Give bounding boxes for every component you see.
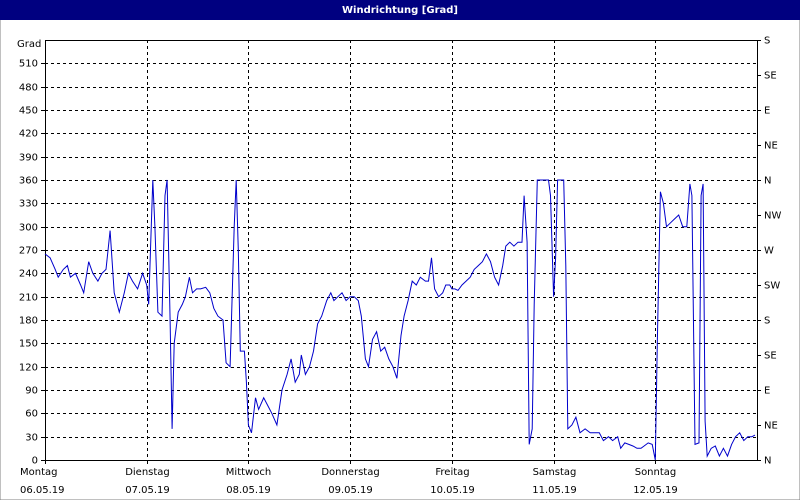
y-tick-label: 360 [19, 176, 38, 187]
x-tick-label: Montag [20, 467, 57, 478]
y-tick-label: 420 [19, 129, 38, 140]
y2-tick-label: N [764, 456, 771, 467]
y-tick-label: 120 [19, 363, 38, 374]
y-tick-label: 150 [19, 339, 38, 350]
plot-frame [45, 40, 758, 461]
y-tick-label: 60 [25, 409, 38, 420]
x-tick-label: Freitag [435, 467, 469, 478]
y-tick-label: 210 [19, 293, 38, 304]
x-tick-label: Mittwoch [226, 467, 271, 478]
y2-tick-label: W [764, 246, 774, 257]
y2-tick-label: E [764, 106, 770, 117]
x-tick-date: 11.05.19 [532, 485, 577, 496]
y-tick-label: 510 [19, 59, 38, 70]
y-tick-label: 270 [19, 246, 38, 257]
y2-tick-label: SW [764, 281, 780, 292]
y2-tick-label: NE [764, 421, 778, 432]
x-tick-date: 06.05.19 [20, 485, 65, 496]
y-tick-label: 330 [19, 199, 38, 210]
title-bar [0, 0, 800, 20]
x-tick-label: Sonntag [635, 467, 677, 478]
y2-tick-label: S [764, 36, 770, 47]
x-tick-date: 07.05.19 [125, 485, 170, 496]
y2-tick-label: SE [764, 71, 777, 82]
y2-tick-label: NW [764, 211, 781, 222]
x-tick-date: 08.05.19 [226, 485, 271, 496]
y2-tick-label: E [764, 386, 770, 397]
y2-tick-label: S [764, 316, 770, 327]
y-tick-label: 390 [19, 153, 38, 164]
y2-tick-label: NE [764, 141, 778, 152]
x-tick-date: 09.05.19 [328, 485, 373, 496]
x-tick-label: Donnerstag [321, 467, 379, 478]
y2-tick-label: SE [764, 351, 777, 362]
y-tick-label: 30 [25, 433, 38, 444]
data-line [44, 179, 756, 461]
y-axis-label: Grad [17, 39, 41, 50]
y-tick-label: 180 [19, 316, 38, 327]
x-tick-date: 12.05.19 [633, 485, 678, 496]
x-tick-label: Samstag [533, 467, 577, 478]
y-tick-label: 240 [19, 269, 38, 280]
y-tick-label: 450 [19, 106, 38, 117]
y-tick-label: 90 [25, 386, 38, 397]
x-tick-label: Dienstag [125, 467, 170, 478]
x-tick-date: 10.05.19 [430, 485, 475, 496]
y2-tick-label: N [764, 176, 771, 187]
y-tick-label: 300 [19, 223, 38, 234]
y-tick-label: 0 [32, 456, 38, 467]
y-tick-label: 480 [19, 83, 38, 94]
chart-title: Windrichtung [Grad] [342, 5, 458, 16]
